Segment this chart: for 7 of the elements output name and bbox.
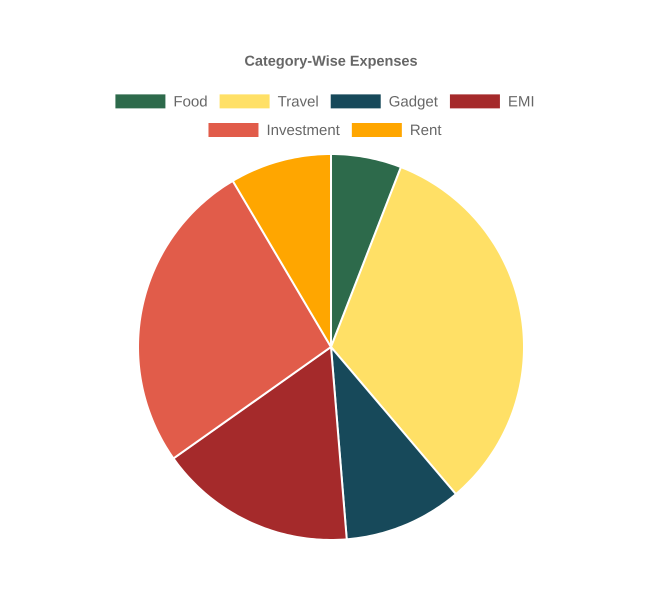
legend-label: Food [174, 96, 207, 107]
legend-label: Investment [268, 124, 340, 136]
legend-label: EMI [509, 96, 534, 106]
chart-title: Category-Wise Expenses [245, 55, 417, 69]
legend-label: Gadget [389, 96, 438, 110]
legend-label: Travel [278, 96, 318, 107]
legend-label: Rent [411, 124, 442, 136]
